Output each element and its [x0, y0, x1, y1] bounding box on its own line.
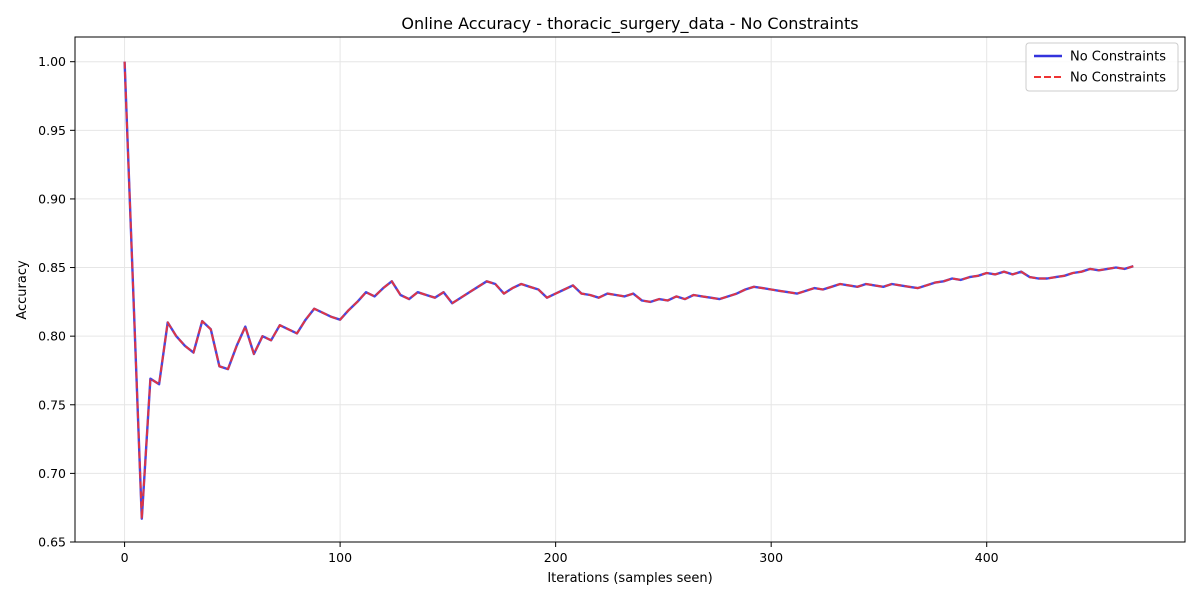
axis-ticks: 0 100 200 300 400 0.65 0.70 0.75 0.80 0.85 0.90 0.9… — [38, 54, 999, 565]
plot-frame — [74, 36, 1186, 543]
legend-label: No Constraints — [1070, 50, 1166, 65]
x-tick-label: 400 — [975, 550, 999, 565]
y-tick-label: 0.85 — [38, 260, 66, 275]
x-tick-label: 200 — [544, 550, 568, 565]
y-tick-label: 0.70 — [38, 466, 66, 481]
legend-label: No Constraints — [1070, 71, 1166, 86]
y-tick-label: 0.95 — [38, 123, 66, 138]
y-tick-label: 0.75 — [38, 397, 66, 412]
x-tick-label: 300 — [759, 550, 783, 565]
y-tick-label: 0.65 — [38, 535, 66, 550]
grid-lines — [75, 37, 1185, 543]
y-tick-label: 1.00 — [38, 54, 66, 69]
y-tick-label: 0.90 — [38, 191, 66, 206]
series-line-2 — [123, 61, 1134, 520]
legend-box — [1025, 42, 1179, 92]
y-tick-label: 0.80 — [38, 329, 66, 344]
y-axis-label: Accuracy — [15, 260, 30, 320]
x-tick-label: 100 — [328, 550, 352, 565]
x-axis-label: Iterations (samples seen) — [547, 571, 712, 586]
series-lines — [123, 61, 1134, 520]
chart-title: Online Accuracy - thoracic_surgery_data … — [401, 14, 858, 34]
x-tick-label: 0 — [121, 550, 129, 565]
legend: No Constraints No Constraints — [1025, 42, 1179, 92]
